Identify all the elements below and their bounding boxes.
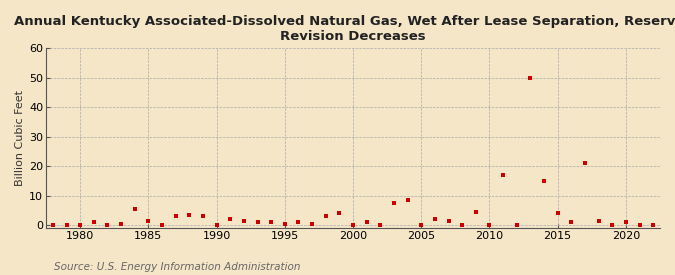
Point	[252, 220, 263, 224]
Point	[648, 223, 659, 227]
Point	[580, 161, 591, 165]
Title: Annual Kentucky Associated-Dissolved Natural Gas, Wet After Lease Separation, Re: Annual Kentucky Associated-Dissolved Nat…	[14, 15, 675, 43]
Point	[130, 207, 140, 211]
Point	[607, 223, 618, 227]
Point	[321, 214, 331, 218]
Point	[361, 220, 372, 224]
Point	[102, 223, 113, 227]
Point	[512, 223, 522, 227]
Point	[443, 218, 454, 223]
Point	[457, 223, 468, 227]
Point	[157, 223, 167, 227]
Y-axis label: Billion Cubic Feet: Billion Cubic Feet	[15, 90, 25, 186]
Point	[484, 223, 495, 227]
Point	[552, 211, 563, 215]
Point	[61, 223, 72, 227]
Point	[634, 223, 645, 227]
Point	[143, 218, 154, 223]
Point	[266, 220, 277, 224]
Point	[306, 221, 317, 226]
Point	[497, 173, 508, 177]
Point	[88, 220, 99, 224]
Point	[47, 223, 58, 227]
Point	[620, 220, 631, 224]
Point	[225, 217, 236, 221]
Point	[75, 223, 86, 227]
Point	[375, 223, 385, 227]
Point	[115, 222, 126, 226]
Point	[211, 223, 222, 227]
Point	[525, 76, 536, 80]
Point	[429, 217, 440, 221]
Point	[238, 218, 249, 223]
Point	[334, 211, 345, 215]
Point	[184, 213, 194, 217]
Point	[566, 220, 576, 224]
Point	[593, 218, 604, 223]
Point	[348, 223, 358, 227]
Point	[470, 210, 481, 214]
Point	[389, 201, 400, 205]
Point	[539, 179, 549, 183]
Point	[279, 221, 290, 226]
Point	[402, 198, 413, 202]
Text: Source: U.S. Energy Information Administration: Source: U.S. Energy Information Administ…	[54, 262, 300, 272]
Point	[416, 223, 427, 227]
Point	[198, 214, 209, 218]
Point	[293, 220, 304, 224]
Point	[170, 214, 181, 218]
